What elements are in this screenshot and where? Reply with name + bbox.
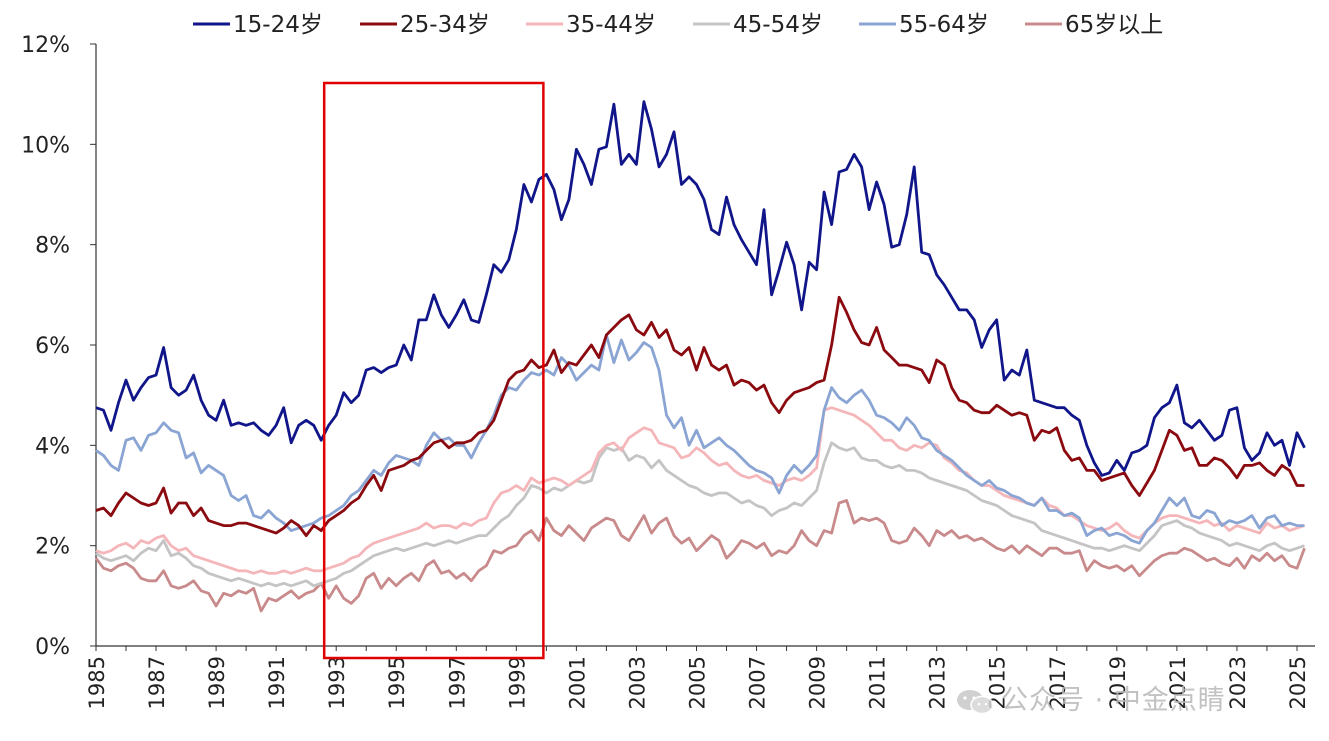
legend-label: 35-44岁 bbox=[566, 12, 656, 38]
x-tick-label: 1999 bbox=[505, 656, 529, 709]
legend-label: 65岁以上 bbox=[1065, 12, 1163, 38]
legend-label: 55-64岁 bbox=[899, 12, 989, 38]
x-tick-label: 2021 bbox=[1166, 656, 1190, 709]
y-tick-label: 8% bbox=[35, 234, 70, 259]
watermark: 公众号 · 中金点睛 bbox=[955, 678, 1226, 717]
highlight-box bbox=[322, 81, 545, 660]
y-tick-label: 10% bbox=[21, 133, 70, 158]
x-tick-label: 2013 bbox=[926, 656, 950, 709]
y-axis-ticks: 0% 2% 4% 6% 8% 10% 12% bbox=[21, 33, 96, 660]
y-tick-label: 4% bbox=[35, 434, 70, 459]
series-line-65岁以上 bbox=[94, 499, 1306, 613]
x-tick-label: 2017 bbox=[1046, 656, 1070, 709]
y-tick-label: 0% bbox=[35, 635, 70, 660]
x-tick-label: 1991 bbox=[265, 656, 289, 709]
x-tick-label: 2007 bbox=[746, 656, 770, 709]
legend-label: 45-54岁 bbox=[733, 12, 823, 38]
x-tick-label: 1985 bbox=[85, 656, 109, 709]
y-tick-label: 2% bbox=[35, 535, 70, 560]
x-tick-label: 2019 bbox=[1106, 656, 1130, 709]
axes bbox=[95, 44, 1315, 647]
x-tick-label: 2011 bbox=[866, 656, 890, 709]
x-tick-label: 1993 bbox=[325, 656, 349, 709]
series-line-25-34岁 bbox=[95, 295, 1305, 537]
x-tick-label: 1989 bbox=[205, 656, 229, 709]
y-tick-label: 12% bbox=[21, 33, 70, 58]
x-tick-label: 1987 bbox=[145, 656, 169, 709]
x-tick-label: 1995 bbox=[385, 656, 409, 709]
y-tick-label: 6% bbox=[35, 334, 70, 359]
x-tick-label: 1997 bbox=[445, 656, 469, 709]
series-line-45-54岁 bbox=[95, 441, 1305, 588]
legend-label: 25-34岁 bbox=[400, 12, 490, 38]
legend-label: 15-24岁 bbox=[233, 12, 323, 38]
watermark-text: 公众号 · 中金点睛 bbox=[1001, 685, 1226, 716]
legend: 15-24岁 25-34岁 35-44岁 45-54岁 55-64岁 65岁以上 bbox=[193, 12, 1163, 38]
x-tick-label: 2003 bbox=[625, 656, 649, 709]
series-line-55-64岁 bbox=[95, 333, 1305, 545]
series-line-15-24岁 bbox=[95, 100, 1306, 477]
wechat-icon bbox=[957, 689, 994, 714]
x-tick-label: 2009 bbox=[806, 656, 830, 709]
x-tick-label: 2025 bbox=[1286, 656, 1310, 709]
x-tick-label: 2001 bbox=[565, 656, 589, 709]
x-tick-label: 2005 bbox=[685, 656, 709, 709]
x-axis-ticks: 1985 1987 1989 1991 1993 1995 1997 1999 2001 2003… bbox=[85, 646, 1310, 709]
series-lines bbox=[94, 100, 1306, 613]
x-tick-label: 2023 bbox=[1226, 656, 1250, 709]
